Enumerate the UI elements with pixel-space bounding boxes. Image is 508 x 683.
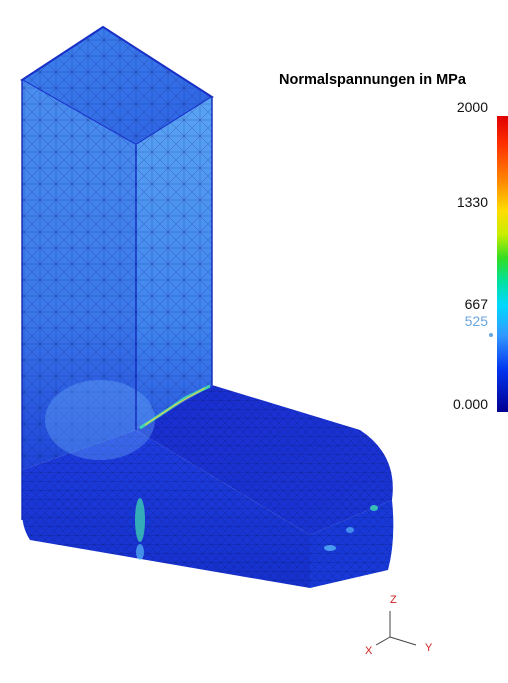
colorbar-marker-dot [489,333,493,337]
column-front-face [22,80,136,470]
column-side-face [136,97,212,430]
foot-end-face [310,500,394,588]
colorbar-marker-value: 525 [464,313,488,329]
colorbar-tick-667: 667 [464,296,488,312]
model-edges [21,80,213,520]
axis-y-label: Y [425,642,433,654]
axis-x-label: X [365,645,373,657]
colorbar-tick-1330: 1330 [456,194,488,210]
legend-title: Normalspannungen in MPa [279,72,466,88]
colorbar-tick-max: 2000 [456,99,488,115]
axis-z-label: Z [390,594,397,606]
foot-front-face [21,430,311,588]
foot-top-face [136,385,393,535]
stress-concentration-glow [45,380,378,560]
axis-triad [375,611,417,646]
colorbar [497,116,508,412]
colorbar-tick-min: 0.000 [452,396,488,412]
